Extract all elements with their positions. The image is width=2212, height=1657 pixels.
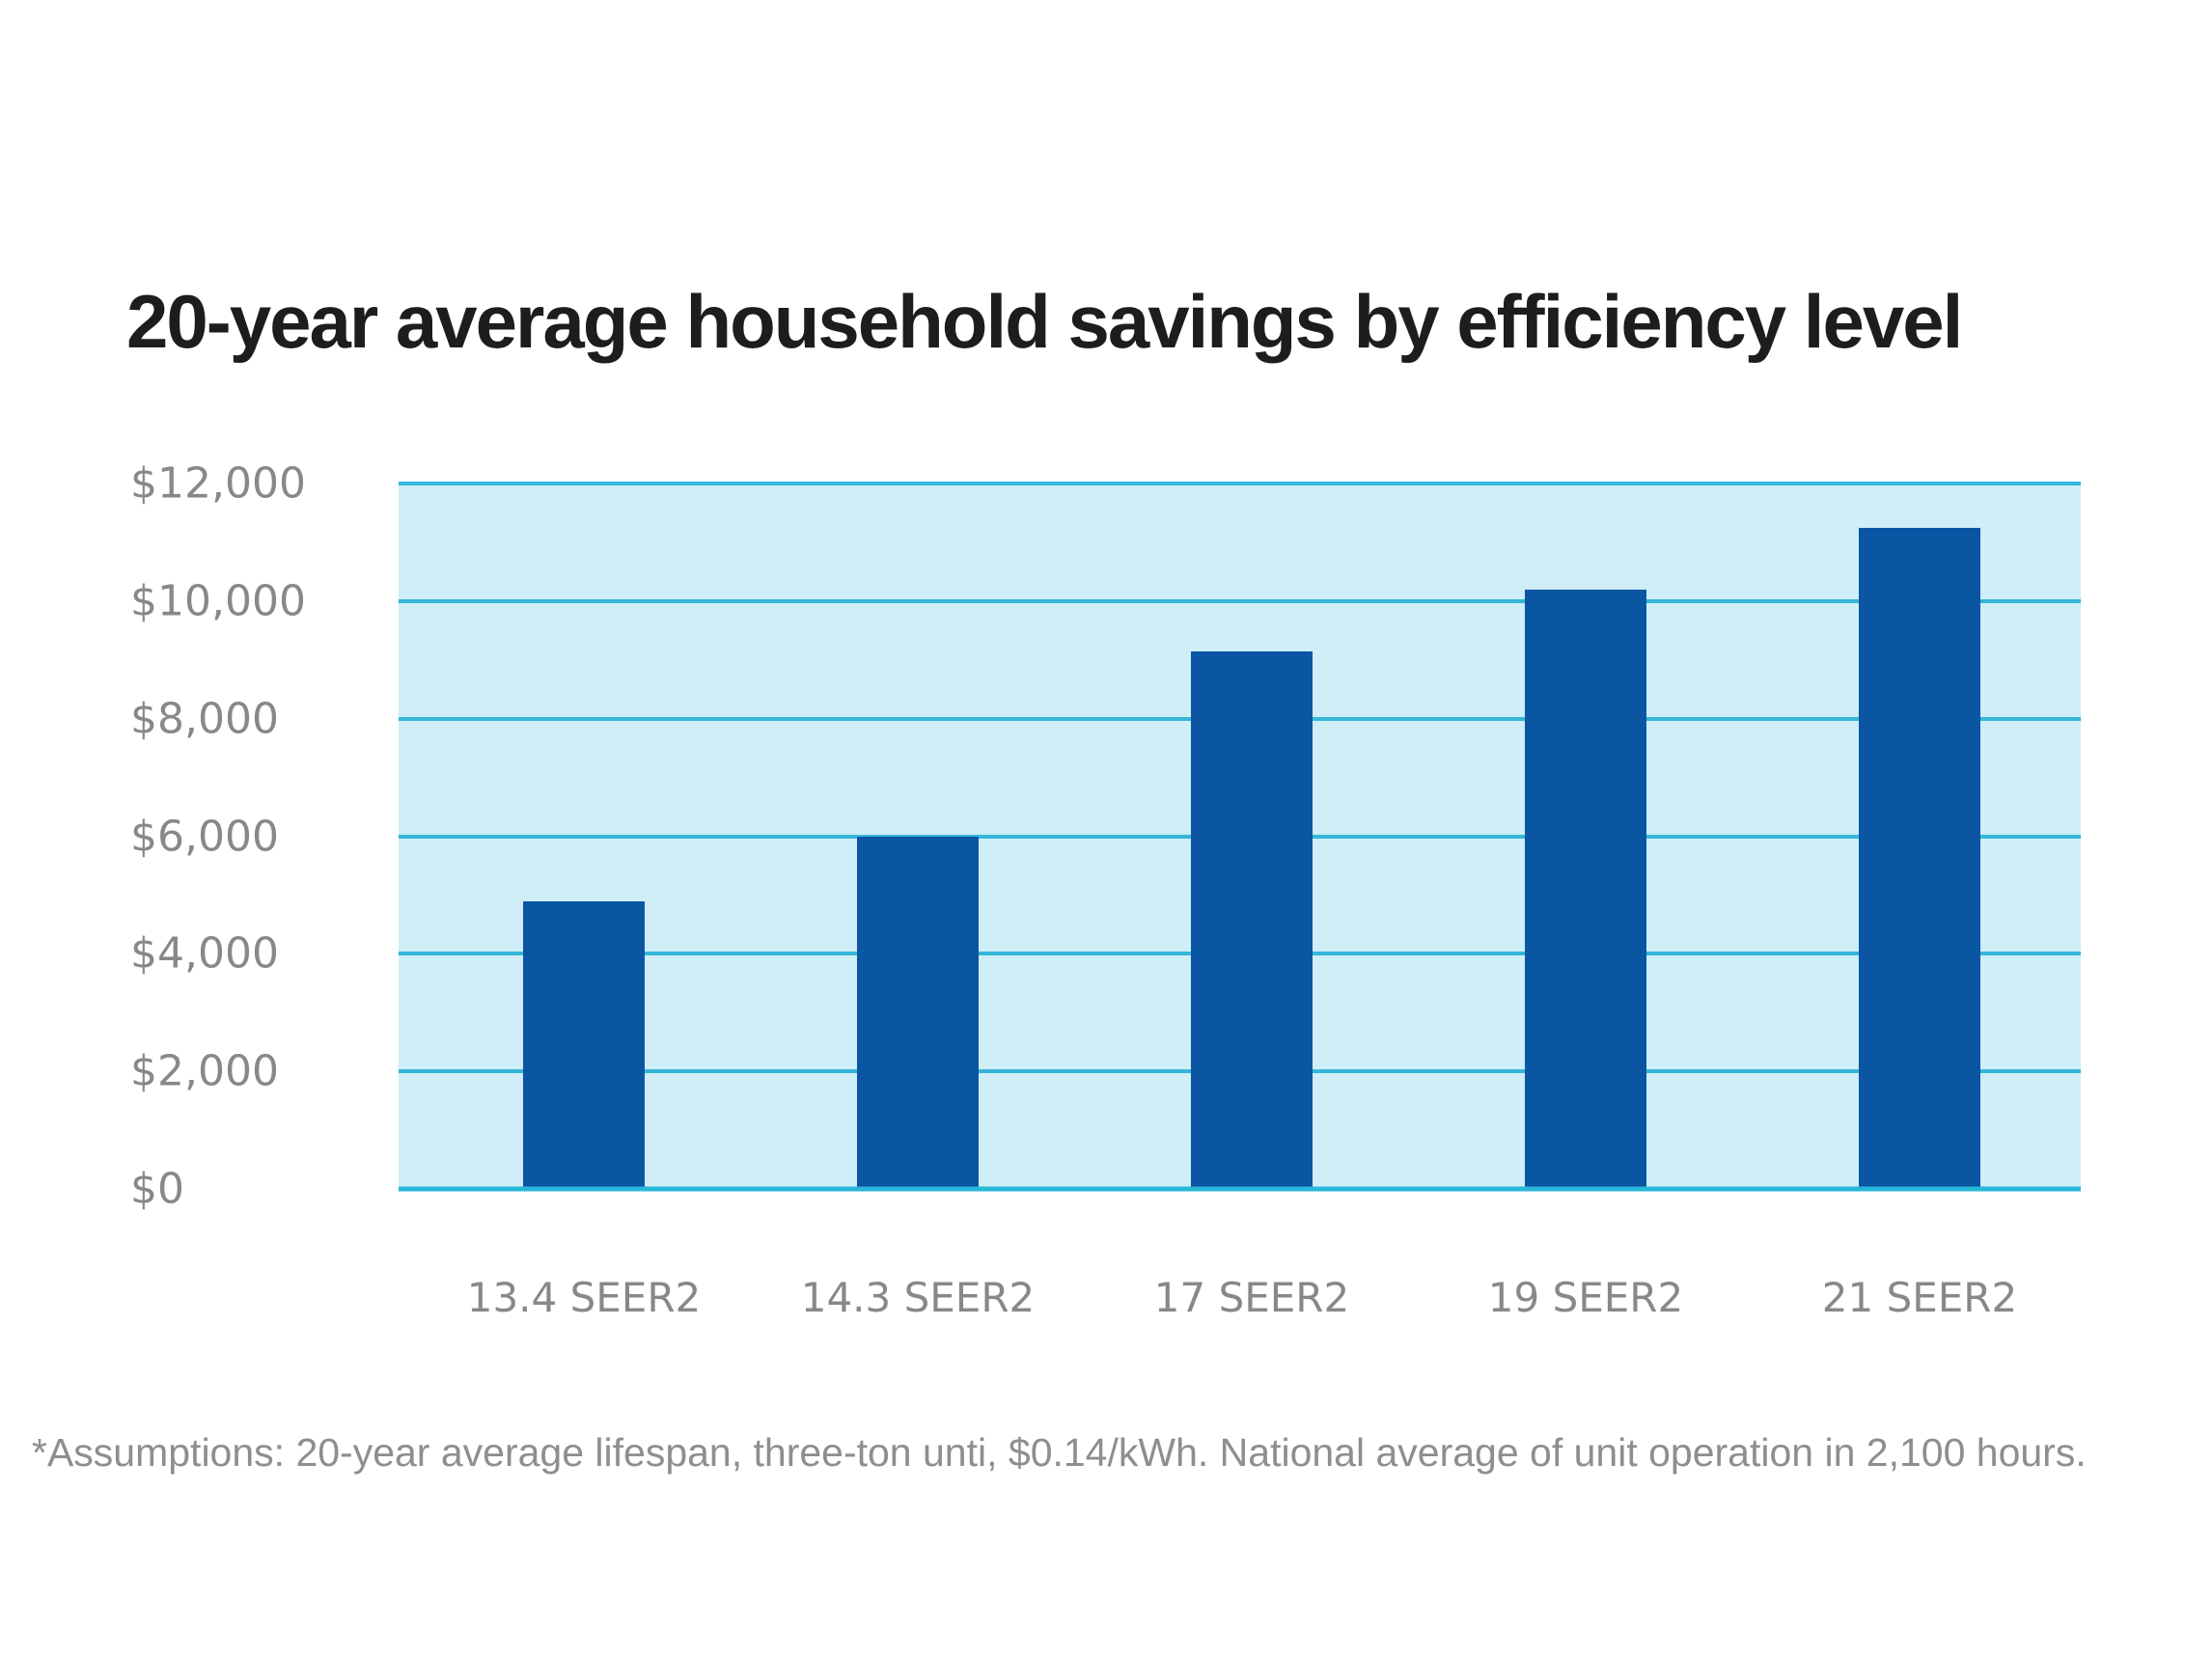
plot-area <box>399 482 2081 1192</box>
x-axis: 13.4 SEER2 14.3 SEER2 17 SEER2 19 SEER2 21 S… <box>399 1274 2081 1332</box>
y-axis-tick-label: $2,000 <box>130 1046 279 1096</box>
x-axis-label-19-seer2: 19 SEER2 <box>1487 1274 1684 1321</box>
gridline-10000 <box>399 598 2081 603</box>
bar-13-4-seer2 <box>523 900 645 1189</box>
y-axis-tick-label: $12,000 <box>130 458 306 509</box>
bar-14-3-seer2 <box>857 836 979 1189</box>
x-axis-label-17-seer2: 17 SEER2 <box>1153 1274 1350 1321</box>
x-axis-baseline <box>399 1186 2081 1192</box>
bar-21-seer2 <box>1859 527 1980 1189</box>
bar-17-seer2 <box>1191 650 1313 1189</box>
y-axis-tick-label: $0 <box>130 1164 184 1214</box>
y-axis-tick-label: $4,000 <box>130 928 279 979</box>
y-axis-tick-label: $6,000 <box>130 812 279 861</box>
y-axis: $0 $2,000 $4,000 $6,000 $8,000 $10,000 $12,000 <box>130 459 381 1214</box>
x-axis-label-21-seer2: 21 SEER2 <box>1821 1274 2018 1321</box>
y-axis-tick-label: $8,000 <box>130 694 279 744</box>
chart-title: 20-year average household savings by eff… <box>126 279 1963 364</box>
bar-19-seer2 <box>1525 589 1646 1189</box>
gridline-12000 <box>399 482 2081 485</box>
x-axis-label-14-3-seer2: 14.3 SEER2 <box>800 1274 1036 1321</box>
y-axis-tick-label: $10,000 <box>130 576 306 626</box>
x-axis-label-13-4-seer2: 13.4 SEER2 <box>466 1274 702 1321</box>
assumptions-footnote: *Assumptions: 20-year average lifespan, … <box>32 1430 2087 1475</box>
